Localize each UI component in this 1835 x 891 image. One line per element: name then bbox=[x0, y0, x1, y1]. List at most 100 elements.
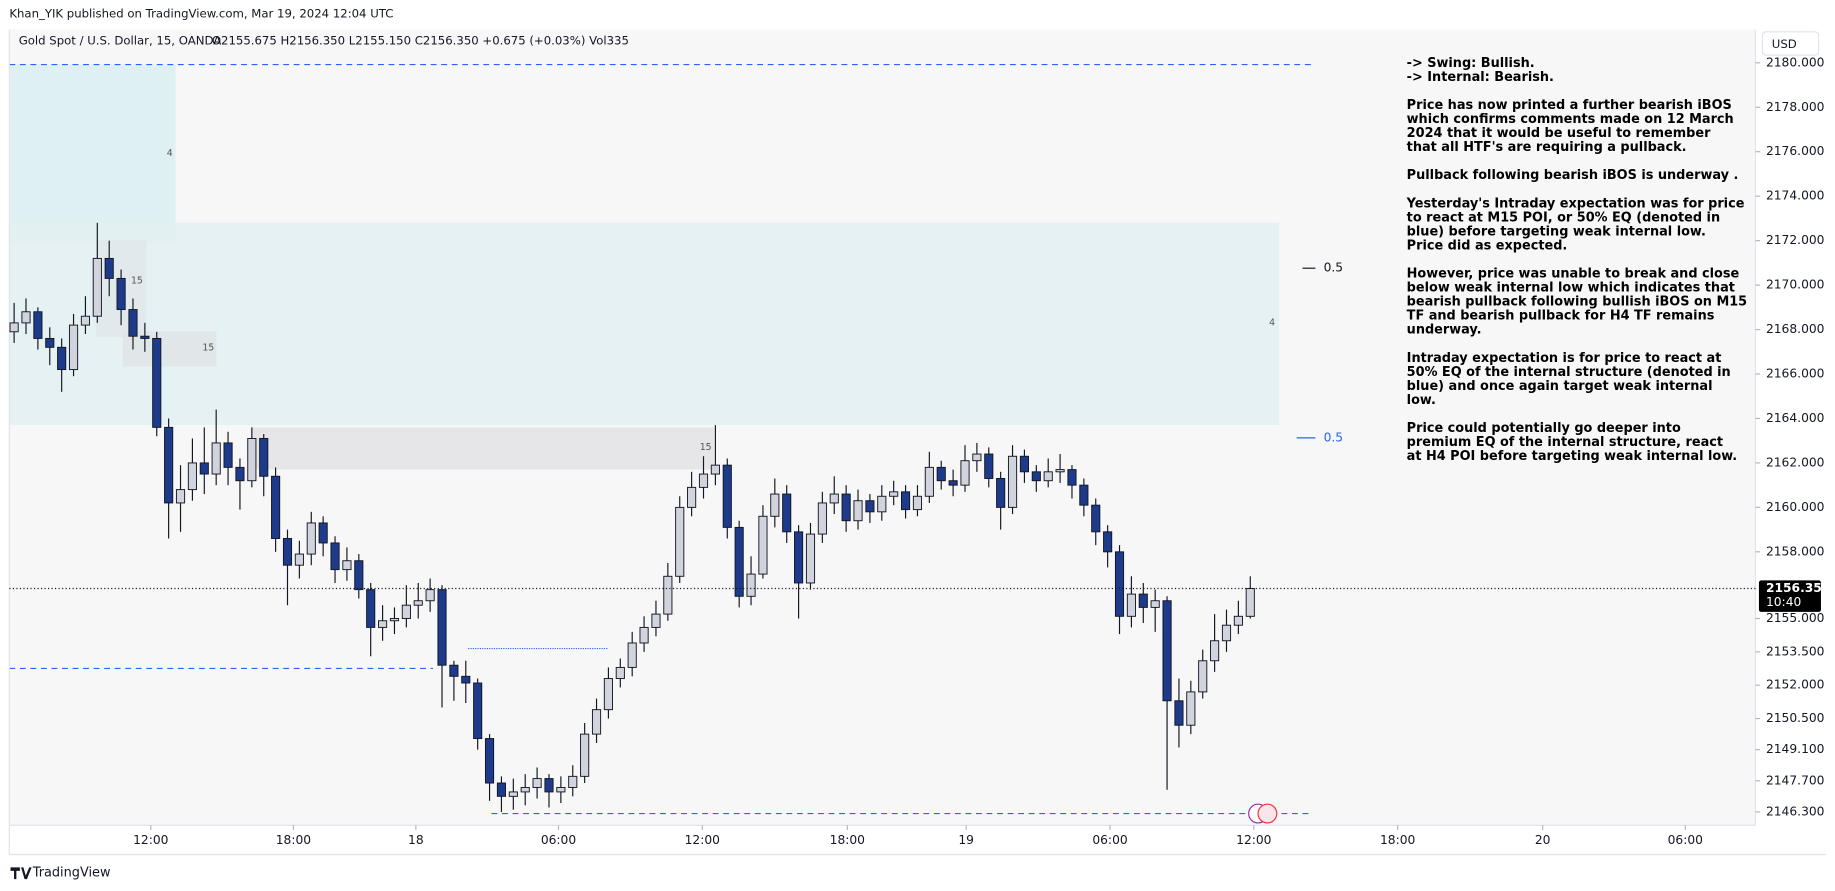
candle-body bbox=[496, 782, 507, 797]
candle-body bbox=[354, 560, 364, 591]
x-tick-label: 06:00 bbox=[541, 833, 576, 847]
candle-body bbox=[140, 335, 150, 339]
plot-bg bbox=[9, 29, 1756, 826]
candle-body bbox=[1055, 469, 1065, 473]
y-tick-label: 2170.000 bbox=[1766, 278, 1825, 292]
candle-body bbox=[449, 664, 459, 677]
zone-label: 15 bbox=[131, 276, 143, 287]
candle-body bbox=[33, 311, 43, 339]
candle-body bbox=[960, 460, 970, 486]
level-label: 0.5 bbox=[1324, 261, 1344, 275]
annotation-line: bearish pullback following bullish iBOS … bbox=[1407, 295, 1748, 310]
annotation-line: 50% EQ of the internal structure (denote… bbox=[1407, 365, 1731, 380]
candle-body bbox=[187, 462, 197, 491]
y-tick-label: 2162.000 bbox=[1766, 455, 1825, 469]
candle-body bbox=[663, 575, 673, 615]
annotation-line: TF and bearish pullback for H4 TF remain… bbox=[1407, 309, 1715, 324]
annotation-line: Yesterday's Intraday expectation was for… bbox=[1406, 196, 1745, 211]
candle-body bbox=[591, 709, 602, 735]
candle-body bbox=[841, 493, 851, 522]
candle-body bbox=[1221, 624, 1232, 642]
candle-body bbox=[1210, 640, 1220, 662]
candle-body bbox=[223, 442, 233, 468]
candle-body bbox=[45, 337, 55, 348]
y-tick-label: 2172.000 bbox=[1766, 233, 1825, 247]
candle-body bbox=[615, 666, 625, 680]
annotation-line: at H4 POI before targeting weak internal… bbox=[1407, 449, 1737, 464]
candle-body bbox=[865, 500, 875, 513]
y-tick-label: 2164.000 bbox=[1766, 411, 1825, 425]
x-tick-label: 12:00 bbox=[133, 833, 168, 847]
x-tick-label: 12:00 bbox=[1236, 833, 1271, 847]
y-tick-label: 2158.000 bbox=[1766, 544, 1825, 558]
candle-body bbox=[912, 495, 923, 511]
zone bbox=[122, 331, 217, 367]
candle-body bbox=[568, 775, 578, 788]
y-tick-label: 2180.000 bbox=[1766, 55, 1825, 69]
candle-body bbox=[889, 491, 899, 497]
candle-body bbox=[164, 426, 174, 504]
y-tick-label: 2178.000 bbox=[1766, 100, 1825, 114]
candle-body bbox=[306, 522, 316, 555]
candle-body bbox=[829, 493, 839, 504]
candle-body bbox=[199, 462, 209, 475]
candle-body bbox=[1186, 691, 1196, 726]
y-tick-label: 2168.000 bbox=[1766, 322, 1825, 336]
candle-body bbox=[1126, 593, 1136, 617]
candle-body bbox=[461, 675, 471, 684]
candle-body bbox=[924, 466, 934, 497]
currency-box[interactable] bbox=[1761, 31, 1820, 56]
y-tick-label: 2150.500 bbox=[1766, 711, 1825, 725]
candle-body bbox=[437, 589, 447, 666]
candle-body bbox=[710, 464, 720, 475]
annotation-line: Price did as expected. bbox=[1407, 238, 1568, 253]
y-tick-label: 2153.500 bbox=[1766, 644, 1825, 658]
annotation-line: blue) before targeting weak internal low… bbox=[1407, 224, 1706, 239]
candle-body bbox=[211, 442, 221, 475]
candle-body bbox=[580, 733, 590, 777]
candle-body bbox=[972, 453, 982, 462]
zone bbox=[9, 64, 176, 244]
last-price-label: 2156.350 bbox=[1766, 581, 1830, 595]
brand-logo bbox=[10, 867, 32, 880]
candle-body bbox=[104, 257, 114, 279]
annotation-line: that all HTF's are requiring a pullback. bbox=[1407, 140, 1687, 155]
annotation-line: which confirms comments made on 12 March bbox=[1407, 112, 1734, 127]
candle-body bbox=[425, 589, 435, 602]
y-tick-label: 2147.700 bbox=[1766, 773, 1825, 787]
candle-body bbox=[1031, 471, 1041, 482]
candle-body bbox=[817, 502, 827, 535]
candle-body bbox=[282, 538, 293, 566]
annotation-line: blue) and once again target weak interna… bbox=[1407, 379, 1713, 394]
y-tick-label: 2149.100 bbox=[1766, 742, 1825, 756]
candle-body bbox=[1162, 600, 1172, 702]
candle-body bbox=[57, 346, 67, 371]
currency: USD bbox=[1772, 37, 1797, 51]
level-label: 0.5 bbox=[1324, 430, 1344, 444]
candle-body bbox=[152, 337, 162, 428]
candle-body bbox=[235, 466, 245, 482]
candle-body bbox=[1150, 600, 1160, 608]
x-tick-label: 18:00 bbox=[276, 833, 311, 847]
candle-body bbox=[996, 478, 1006, 508]
event-icon[interactable] bbox=[1257, 803, 1278, 824]
y-tick-label: 2152.000 bbox=[1766, 678, 1825, 692]
zone-label: 15 bbox=[202, 342, 214, 353]
candle-body bbox=[698, 473, 709, 488]
annotation-line: Price has now printed a further bearish … bbox=[1407, 98, 1732, 113]
candle-body bbox=[675, 506, 685, 577]
annotation-line: underway. bbox=[1407, 323, 1482, 338]
x-tick-label: 19 bbox=[958, 833, 974, 847]
candle-body bbox=[805, 533, 816, 584]
candle-body bbox=[68, 324, 79, 371]
x-tick-label: 18:00 bbox=[1380, 833, 1415, 847]
annotation-line: below weak internal low which indicates … bbox=[1407, 281, 1735, 296]
candle-body bbox=[1079, 484, 1089, 506]
y-tick-label: 2166.000 bbox=[1766, 367, 1825, 381]
candle-body bbox=[413, 600, 423, 606]
candle-body bbox=[532, 778, 542, 788]
candle-body bbox=[484, 738, 495, 784]
candle-body bbox=[1245, 588, 1255, 617]
candle-body bbox=[722, 464, 732, 528]
x-tick-label: 12:00 bbox=[685, 833, 720, 847]
